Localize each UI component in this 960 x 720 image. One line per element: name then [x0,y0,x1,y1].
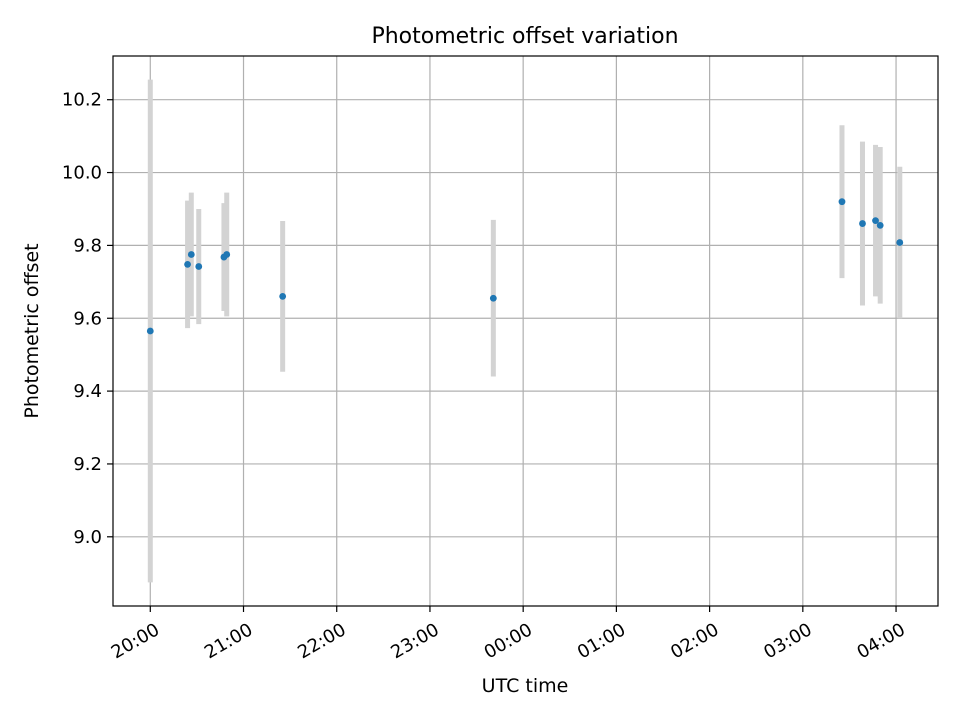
data-point [838,198,846,206]
data-point [876,221,884,229]
data-point [489,294,497,302]
y-tick-label: 9.2 [73,454,102,475]
plot-frame [112,55,939,607]
data-point [223,251,231,258]
chart-title: Photometric offset variation [371,24,678,49]
data-point [146,327,154,335]
data-point [872,217,879,225]
data-point [187,251,195,258]
y-tick-label: 10.2 [62,90,102,111]
x-axis-label: UTC time [482,675,569,697]
y-tick-label: 10.0 [62,163,102,184]
grid-lines [113,56,938,606]
data-point [184,260,191,268]
y-tick-label: 9.6 [73,308,102,329]
y-tick-label: 9.8 [73,235,102,256]
data-point [859,220,866,227]
y-axis-label: Photometric offset [21,243,43,418]
data-points [146,198,904,335]
y-tick-label: 9.0 [73,527,102,548]
y-tick-label: 9.4 [73,381,102,402]
data-point [279,292,287,300]
data-point [195,263,203,270]
y-axis-ticks: 9.0 9.2 9.4 9.6 9.8 10.0 10.2 [62,90,113,548]
data-point [896,239,904,246]
